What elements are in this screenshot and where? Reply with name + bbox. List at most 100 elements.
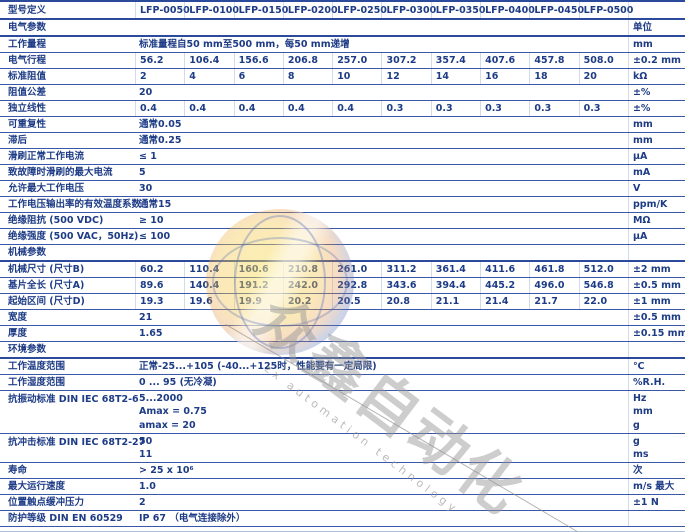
unit-cell: ppm/K bbox=[627, 197, 685, 212]
value-cell: 0.4 bbox=[233, 101, 283, 116]
value-span-cell: 50 11 bbox=[135, 434, 628, 463]
spec-row: 绝缘阻抗 (500 VDC) ≥ 10 MΩ bbox=[0, 213, 685, 229]
spec-row: 起始区间 (尺寸D) 19.3 19.6 19.9 20.2 20.5 20.8 21.1 21… bbox=[0, 294, 685, 310]
value-cell: 361.4 bbox=[430, 262, 480, 277]
value-line: Amax = 0.75 bbox=[139, 406, 207, 418]
value-span-cell: 21 bbox=[139, 312, 153, 323]
column-model: LFP-0150 bbox=[233, 2, 288, 18]
column-model: LFP-0350 bbox=[430, 2, 486, 18]
spec-row: 允许最大工作电压 30 V bbox=[0, 181, 685, 197]
unit-cell: V bbox=[627, 181, 685, 196]
row-label: 起始区间 (尺寸D) bbox=[8, 296, 85, 307]
spec-row: 标准阻值 2 4 6 8 10 12 14 16 18 20 kΩ bbox=[0, 69, 685, 85]
value-cell: 10 bbox=[332, 69, 381, 84]
value-line: 50 bbox=[139, 435, 153, 447]
value-cell: 0.3 bbox=[430, 101, 480, 116]
value-line: 5...2000 bbox=[139, 393, 183, 404]
row-label: 工作电压输出率的有效温度系数 bbox=[8, 199, 142, 210]
value-span-cell: 2 bbox=[139, 497, 146, 509]
section-row: 机械参数 bbox=[0, 245, 685, 262]
row-label: 机械参数 bbox=[8, 247, 47, 258]
unit-cell: kΩ bbox=[627, 69, 685, 84]
section-row: 电气参数 单位 bbox=[0, 20, 685, 37]
spec-row: 工作电压输出率的有效温度系数 通常15 ppm/K bbox=[0, 197, 685, 213]
value-span-cell: > 25 x 10⁶ bbox=[139, 465, 194, 477]
column-model: LFP-0200 bbox=[282, 2, 338, 18]
unit-cell: 次 bbox=[627, 463, 685, 479]
model-header-row: 型号定义 LFP-0050 LFP-0100 LFP-0150 LFP-0200 LFP-… bbox=[0, 2, 685, 20]
value-span-cell: 0 ... 95 (无冷凝) bbox=[139, 377, 217, 388]
row-label: 工作湿度范围 bbox=[8, 377, 66, 388]
value-span-cell bbox=[135, 342, 628, 357]
row-label: 工作量程 bbox=[8, 39, 47, 50]
value-cell: 0.4 bbox=[135, 101, 184, 116]
unit-cell: ±0.15 mm bbox=[627, 326, 685, 341]
value-cell: 56.2 bbox=[135, 53, 184, 68]
unit-line: mm bbox=[632, 406, 653, 418]
value-span-cell bbox=[135, 20, 628, 35]
row-label: 环境参数 bbox=[8, 344, 47, 355]
spec-row: 绝缘强度 (500 VAC，50Hz) ≤ 100 μA bbox=[0, 229, 685, 245]
value-cell: 508.0 bbox=[578, 53, 628, 68]
value-line: 11 bbox=[139, 449, 153, 461]
value-cell: 0.4 bbox=[282, 101, 332, 116]
spec-row: 工作量程 标准量程自50 mm至500 mm，每50 mm递增 mm bbox=[0, 37, 685, 53]
value-cell: 4 bbox=[184, 69, 233, 84]
row-label: 抗冲击标准 DIN IEC 68T2-27 bbox=[8, 436, 146, 448]
value-cell: 6 bbox=[233, 69, 283, 84]
column-model: LFP-0300 bbox=[381, 2, 436, 18]
value-cell: 311.2 bbox=[381, 262, 430, 277]
row-label: 允许最大工作电压 bbox=[8, 183, 85, 194]
column-model: LFP-0500 bbox=[578, 2, 633, 18]
value-cell: 0.4 bbox=[184, 101, 233, 116]
unit-cell: m/s 最大 bbox=[627, 479, 685, 495]
spec-row: 致故障时滑刷的最大电流 5 mA bbox=[0, 165, 685, 181]
spec-row: 滑刷正常工作电流 ≤ 1 μA bbox=[0, 149, 685, 165]
value-cell: 12 bbox=[381, 69, 430, 84]
value-cell: 110.4 bbox=[184, 262, 233, 277]
value-span-cell bbox=[135, 245, 628, 260]
row-label: 工作温度范围 bbox=[8, 361, 66, 372]
value-span-cell: 正常-25...+105 (-40...+125时，性能要有一定局限) bbox=[139, 361, 377, 372]
model-header-unit bbox=[627, 2, 685, 18]
row-label: 滑刷正常工作电流 bbox=[8, 151, 85, 162]
value-cell: 16 bbox=[480, 69, 529, 84]
section-row: 环境参数 bbox=[0, 342, 685, 359]
unit-cell: ±2 mm bbox=[627, 262, 685, 277]
unit-cell: mm bbox=[627, 133, 685, 148]
table-bottom-spacer bbox=[0, 527, 685, 532]
unit-line: g bbox=[632, 419, 640, 431]
column-model: LFP-0100 bbox=[184, 2, 239, 18]
spec-row: 基片全长 (尺寸A) 89.6 140.4 191.2 242.0 292.8 343.6 3… bbox=[0, 278, 685, 294]
unit-cell: mm bbox=[627, 37, 685, 52]
value-cell: 191.2 bbox=[233, 278, 283, 293]
value-cell: 357.4 bbox=[430, 53, 480, 68]
row-label: 可重复性 bbox=[8, 119, 47, 130]
value-cell: 394.4 bbox=[430, 278, 480, 293]
value-span-cell: ≥ 10 bbox=[139, 215, 164, 226]
value-cell: 512.0 bbox=[578, 262, 628, 277]
row-label: 滞后 bbox=[8, 135, 28, 146]
value-cell: 140.4 bbox=[184, 278, 233, 293]
unit-cell: ±1 mm bbox=[627, 294, 685, 309]
unit-cell: ±% bbox=[627, 101, 685, 116]
row-label: 绝缘强度 (500 VAC，50Hz) bbox=[8, 231, 139, 242]
value-cell: 20.2 bbox=[282, 294, 332, 309]
value-cell: 21.7 bbox=[529, 294, 578, 309]
value-cell: 21.4 bbox=[480, 294, 529, 309]
value-cell: 19.3 bbox=[135, 294, 184, 309]
unit-cell: Hz mm g bbox=[627, 391, 685, 433]
unit-cell: μA bbox=[627, 229, 685, 244]
row-label: 位置触点缓冲压力 bbox=[8, 497, 85, 509]
spec-row: 防护等级 DIN EN 60529 IP 67 （电气连接除外） bbox=[0, 511, 685, 528]
spec-row: 滞后 通常0.25 mm bbox=[0, 133, 685, 149]
value-cell: 407.6 bbox=[480, 53, 529, 68]
spec-row: 厚度 1.65 ±0.15 mm bbox=[0, 326, 685, 342]
unit-cell: ℃ bbox=[627, 359, 685, 374]
value-cell: 343.6 bbox=[381, 278, 430, 293]
column-model: LFP-0050 bbox=[135, 2, 190, 18]
row-label: 寿命 bbox=[8, 465, 28, 477]
value-cell: 20.8 bbox=[381, 294, 430, 309]
